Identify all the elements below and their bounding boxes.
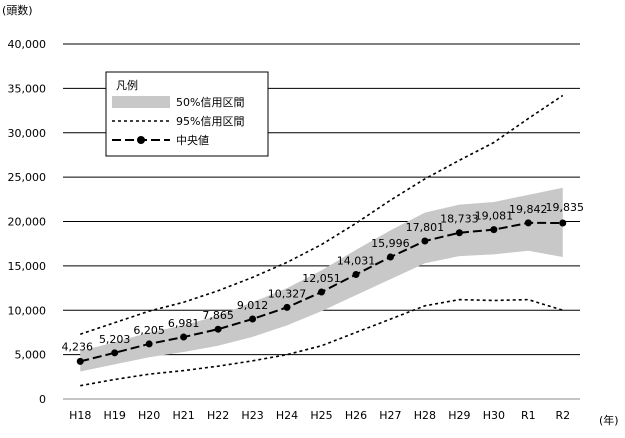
y-tick-label: 5,000 — [15, 349, 47, 362]
legend-box — [105, 71, 269, 157]
x-tick-label: R1 — [521, 409, 536, 422]
median-point — [111, 349, 119, 357]
median-data-label: 19,842 — [509, 203, 548, 216]
y-tick-label: 30,000 — [8, 127, 47, 140]
median-point — [145, 340, 153, 348]
y-axis-unit-label: (頭数) — [2, 4, 33, 17]
legend: 凡例 50%信用区間 95%信用区間 中央値 — [105, 71, 269, 157]
median-point — [180, 333, 188, 341]
median-data-label: 7,865 — [202, 309, 234, 322]
x-tick-label: H18 — [69, 409, 91, 422]
legend-label-ci50: 50%信用区間 — [176, 96, 244, 109]
median-data-label: 9,012 — [237, 299, 269, 312]
median-data-label: 10,327 — [268, 287, 307, 300]
x-tick-label: H28 — [414, 409, 436, 422]
x-tick-label: H29 — [448, 409, 470, 422]
median-point — [524, 219, 532, 227]
y-tick-label: 25,000 — [8, 171, 47, 184]
x-tick-label: H27 — [379, 409, 401, 422]
median-data-label: 17,801 — [406, 221, 445, 234]
median-point — [421, 237, 429, 245]
x-tick-label: H20 — [138, 409, 160, 422]
ci50-band — [80, 187, 563, 372]
median-point — [455, 229, 463, 237]
median-data-label: 14,031 — [337, 254, 376, 267]
median-data-label: 6,205 — [133, 324, 165, 337]
y-tick-label: 0 — [39, 393, 46, 406]
x-tick-label: H26 — [345, 409, 367, 422]
legend-swatch-ci50 — [112, 96, 170, 108]
legend-title: 凡例 — [116, 78, 138, 92]
x-axis-ticks: H18 H19 H20 H21 H22 H23 H24 H25 H26 H27 H28 H29 H30 R… — [69, 409, 570, 422]
x-tick-label: H19 — [104, 409, 126, 422]
y-tick-label: 15,000 — [8, 260, 47, 273]
median-point — [76, 357, 84, 365]
x-tick-label: H22 — [207, 409, 229, 422]
median-point — [490, 226, 498, 234]
y-tick-label: 35,000 — [8, 82, 47, 95]
median-point — [386, 253, 394, 261]
median-data-label: 19,835 — [546, 201, 585, 214]
x-tick-label: H21 — [172, 409, 194, 422]
median-point — [352, 270, 360, 278]
median-data-label: 5,203 — [99, 333, 131, 346]
median-data-label: 6,981 — [168, 317, 200, 330]
legend-label-ci95: 95%信用区間 — [176, 115, 244, 128]
median-point — [214, 325, 222, 333]
median-data-label: 19,081 — [475, 210, 514, 223]
median-point — [318, 288, 325, 296]
median-point — [249, 315, 257, 323]
x-tick-label: H23 — [241, 409, 263, 422]
x-tick-label: H30 — [483, 409, 505, 422]
legend-median-marker — [137, 136, 145, 144]
median-data-label: 4,236 — [61, 340, 93, 353]
median-data-label: 15,996 — [371, 237, 410, 250]
y-axis-ticks: 0 5,000 10,000 15,000 20,000 25,000 30,000 35,0… — [8, 38, 47, 406]
median-data-label: 18,733 — [440, 213, 479, 226]
median-point — [559, 219, 567, 227]
y-tick-label: 40,000 — [8, 38, 47, 51]
x-tick-label: H24 — [276, 409, 298, 422]
median-point — [283, 303, 291, 311]
ci95-upper-line — [79, 94, 564, 335]
x-axis-unit-label: (年) — [599, 413, 619, 427]
y-tick-label: 20,000 — [8, 216, 47, 229]
y-tick-label: 10,000 — [8, 304, 47, 317]
x-tick-label: R2 — [555, 409, 570, 422]
legend-label-median: 中央値 — [176, 134, 209, 147]
x-tick-label: H25 — [310, 409, 332, 422]
series-layer — [76, 94, 567, 387]
median-data-label: 12,051 — [302, 272, 341, 285]
